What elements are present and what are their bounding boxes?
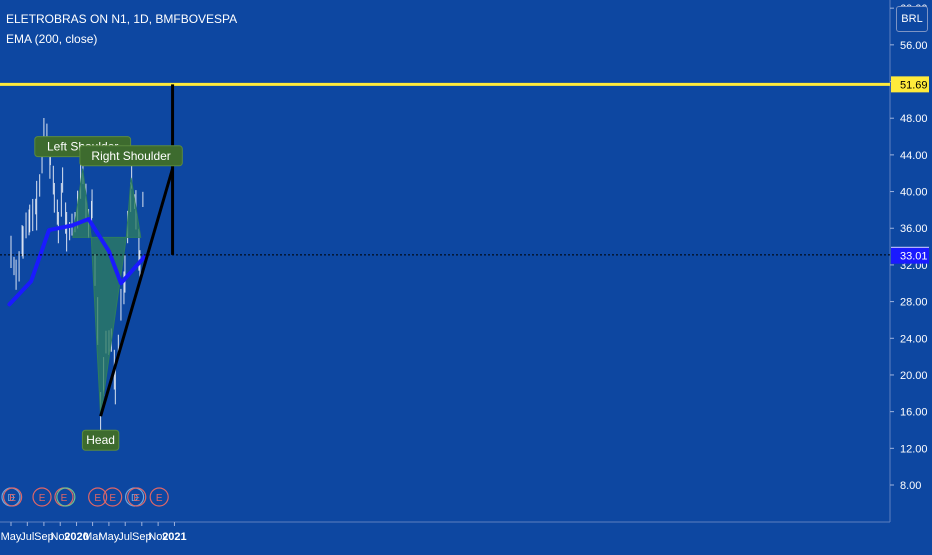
currency-button[interactable]: BRL [896, 6, 928, 32]
drawing-lines-group [0, 82, 890, 417]
ema-group [7, 217, 148, 307]
right-shoulder-triangle [125, 177, 142, 238]
x-tick-label: Sep [132, 531, 152, 543]
y-tick-label: 24.00 [900, 333, 928, 345]
y-tick-label: 56.00 [900, 40, 928, 52]
ema-200-line [7, 217, 148, 307]
indicator-title: EMA (200, close) [6, 32, 98, 46]
x-tick-label: May [1, 531, 22, 543]
y-tick-label: 44.00 [900, 150, 928, 162]
event-marker [149, 487, 169, 507]
event-marker [103, 487, 123, 507]
x-tick-label: Nov [50, 531, 70, 543]
event-marker-label: E [61, 493, 68, 504]
y-tick-label: 40.00 [900, 187, 928, 199]
y-tick-label: 48.00 [900, 113, 928, 125]
event-marker-label: E [39, 493, 46, 504]
event-marker-label: E [94, 493, 101, 504]
resistance-badge: 51.69 [900, 79, 928, 91]
ascending-trendline [99, 168, 175, 417]
pattern-label-box [79, 145, 183, 167]
y-tick-label: 20.00 [900, 370, 928, 382]
symbol-title: ELETROBRAS ON N1, 1D, BMFBOVESPA [6, 12, 238, 26]
y-tick-label: 12.00 [900, 443, 928, 455]
event-marker [127, 487, 147, 507]
ema-badge: 33.01 [900, 251, 928, 263]
resistance-badge-box [891, 76, 929, 93]
x-tick-label: Jul [118, 531, 132, 543]
x-tick-label: May [99, 531, 120, 543]
event-marker-label: E [109, 493, 116, 504]
event-marker-label: E [9, 493, 16, 504]
y-tick-label: 8.00 [900, 480, 921, 492]
y-tick-label: 28.00 [900, 297, 928, 309]
ema-badge-box [891, 247, 929, 264]
event-marker [3, 487, 23, 507]
head-triangle [90, 236, 127, 417]
event-marker [32, 487, 52, 507]
x-tick-label: Nov [148, 531, 168, 543]
y-tick-label: 16.00 [900, 407, 928, 419]
pattern-label-box [81, 429, 120, 451]
pattern-label: Head [86, 433, 115, 447]
event-marker-label: E [133, 493, 140, 504]
events-group: DE E E E E DE E [1, 487, 169, 507]
x-tick-label: Jul [20, 531, 34, 543]
x-tick-label: Sep [34, 531, 54, 543]
y-tick-label: 36.00 [900, 223, 928, 235]
event-marker-label: D [7, 493, 14, 504]
event-marker [56, 487, 76, 507]
event-marker-label: E [156, 493, 163, 504]
annotation-labels: Left ShoulderHeadRight Shoulder [34, 136, 183, 451]
event-marker-label: D [131, 493, 138, 504]
x-tick-label: Mar [83, 531, 102, 543]
event-marker [88, 487, 108, 507]
x-tick-label: 2021 [162, 531, 186, 543]
x-tick-label: 2020 [64, 531, 88, 543]
pattern-label: Right Shoulder [91, 149, 170, 163]
